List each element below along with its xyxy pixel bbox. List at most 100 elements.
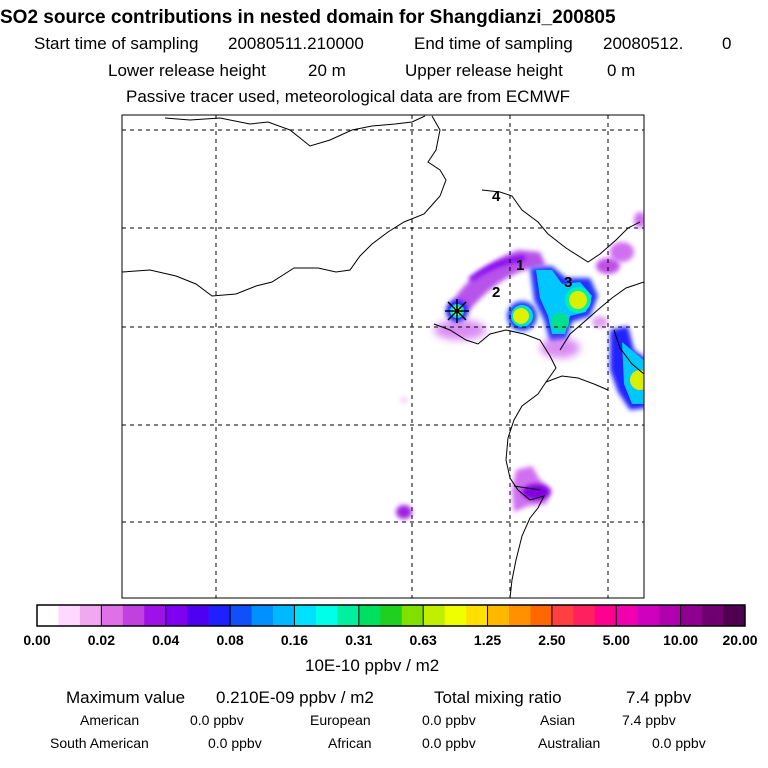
colorbar-cell [165,605,188,626]
region-asian-label: Asian [540,712,576,728]
max-value: 0.210E-09 ppbv / m2 [216,688,374,707]
colorbar-cell [144,605,167,626]
tracer-note: Passive tracer used, meteorological data… [126,87,571,106]
lower-height-label: Lower release height [108,61,266,80]
blob-2-core [513,308,529,324]
colorbar-cell [530,605,553,626]
colorbar-tick-label: 0.02 [87,632,115,648]
colorbar-tick-label: 0.63 [409,632,437,648]
colorbar-cell [380,605,403,626]
start-time-value: 20080511.210000 [228,34,364,53]
max-value-label: Maximum value [66,688,186,707]
colorbar-cell [37,605,59,626]
colorbar-tick-label: 1.25 [473,632,502,648]
colorbar-tick-label: 5.00 [602,632,630,648]
colorbar-cell [702,605,725,626]
colorbar-tick-label: 2.50 [538,632,566,648]
blob-ne1 [610,242,634,262]
blob-1-green [551,313,569,331]
colorbar-cell [187,605,210,626]
coastlines [122,115,644,598]
region-australian-label: Australian [538,735,601,751]
plume-arc-inner [468,255,526,282]
blob-tiny [400,397,408,403]
colorbar-cell [659,605,682,626]
coast-bohai [433,323,557,598]
concentration-field [396,212,644,519]
colorbar-cell [423,605,446,626]
region-label-3: 3 [564,274,572,291]
colorbar-cell [273,605,295,626]
colorbar-cell [637,605,660,626]
coast-island [513,485,541,491]
upper-height-value: 0 m [607,61,636,80]
colorbar-tick-label: 0.31 [345,632,373,648]
colorbar-cell [551,605,574,626]
region-label-4: 4 [492,188,501,205]
colorbar-cell [573,605,596,626]
blob-east-core [630,370,644,390]
station-marker [445,299,469,323]
colorbar-cell [251,605,274,626]
region-asian-value: 7.4 ppbv [622,712,676,728]
colorbar-cell [337,605,360,626]
coast-peninsula [545,375,609,391]
marker-d2 [447,301,467,321]
region-label-2: 2 [492,284,500,301]
total-mixing-value: 7.4 ppbv [626,688,692,707]
border-inner [122,115,447,297]
region-american-value: 0.0 ppbv [190,712,244,728]
colorbar-cell [208,605,231,626]
total-mixing-label: Total mixing ratio [434,688,562,707]
coast-korea [613,329,644,375]
end-time-label: End time of sampling [414,34,573,53]
colorbar-cell [294,605,317,626]
coast-liaodong [559,281,644,351]
colorbar-cell [122,605,145,626]
colorbar-tick-label: 0.08 [216,632,244,648]
colorbar-cell [401,605,424,626]
colorbar-frame [36,604,746,627]
colorbar-unit: 10E-10 ppbv / m2 [305,656,440,675]
end-time-extra: 0 [722,34,732,53]
region-european-value: 0.0 ppbv [422,712,476,728]
blob-ne4 [592,316,608,328]
region-african-value: 0.0 ppbv [422,735,476,751]
region-african-label: African [328,735,372,751]
map-frame [121,114,645,599]
blob-south [396,505,412,519]
region-label-1: 1 [516,257,524,274]
upper-height-label: Upper release height [405,61,563,80]
colorbar-cell [358,605,381,626]
region-south-american-value: 0.0 ppbv [208,735,262,751]
lower-height-value: 20 m [308,61,346,80]
graticule [122,115,644,598]
colorbar-cell [594,605,617,626]
region-european-label: European [310,712,371,728]
colorbar-tick-label: 0.04 [152,632,180,648]
plume-arc [448,250,546,312]
blob-ne2 [596,258,620,274]
region-american-label: American [80,712,140,728]
colorbar-cell [616,605,639,626]
colorbar-tick-label: 20.00 [722,632,758,648]
border-east [481,189,641,263]
blob-3-core [569,291,587,309]
region-australian-value: 0.0 ppbv [652,735,706,751]
colorbar [36,605,746,626]
colorbar-tick-label: 0.00 [23,632,51,648]
end-time-value: 20080512. [603,34,684,53]
colorbar-cell [466,605,489,626]
colorbar-cell [101,605,124,626]
colorbar-cell [487,605,510,626]
chart-title: SO2 source contributions in nested domai… [0,7,616,28]
colorbar-tick-label: 10.00 [663,632,699,648]
colorbar-tick-label: 0.16 [280,632,309,648]
colorbar-cell [315,605,338,626]
colorbar-cell [79,605,102,626]
blob-1-cyan [536,270,592,334]
start-time-label: Start time of sampling [34,34,199,53]
border-north [164,115,426,147]
blob-1-halo [540,338,580,358]
colorbar-cell [444,605,467,626]
